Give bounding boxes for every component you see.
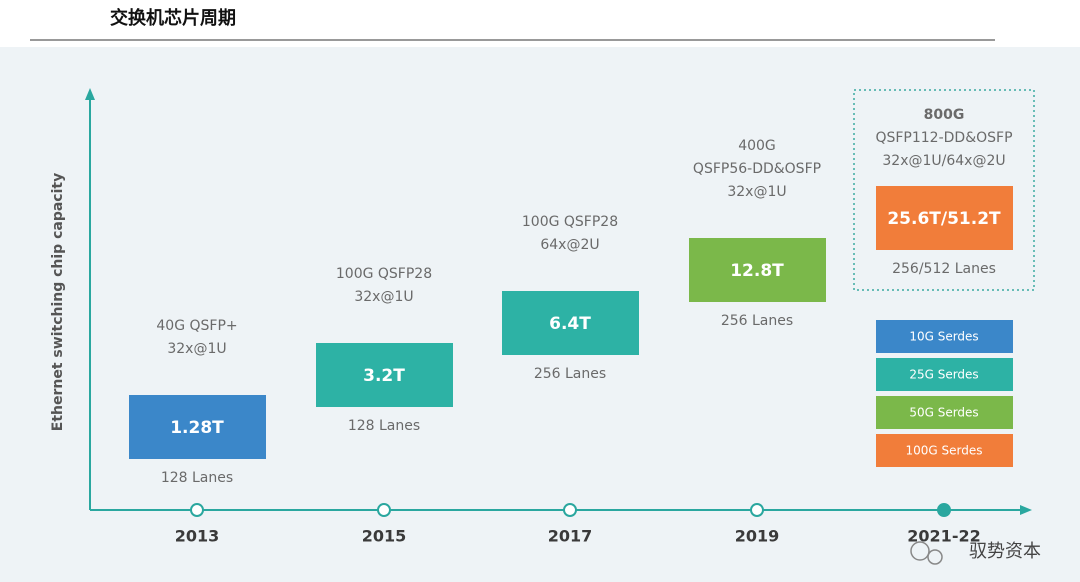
legend-label: 100G Serdes xyxy=(906,444,983,458)
module-label: 100G QSFP28 xyxy=(522,214,618,230)
legend-label: 10G Serdes xyxy=(909,330,978,344)
timeline-node xyxy=(937,503,951,517)
capacity-box xyxy=(689,238,826,302)
module-label: 32x@1U xyxy=(354,289,413,305)
timeline-node xyxy=(563,503,577,517)
watermark-text: 驭势资本 xyxy=(969,541,1041,562)
year: 2013 xyxy=(175,527,220,546)
x-arrow xyxy=(1020,505,1032,515)
header-title: 交换机芯片周期 xyxy=(110,7,236,29)
legend-label: 25G Serdes xyxy=(909,368,978,382)
year: 2015 xyxy=(362,527,407,546)
module-label: 100G QSFP28 xyxy=(336,266,432,282)
legend-box xyxy=(876,434,1013,467)
lanes: 256 Lanes xyxy=(534,366,606,382)
capacity-box xyxy=(129,395,266,459)
module-label: 64x@2U xyxy=(540,237,599,253)
capacity: 1.28T xyxy=(170,418,224,438)
watermark: 驭势资本 xyxy=(910,541,1041,565)
watermark-icon xyxy=(927,549,943,565)
timeline-node xyxy=(377,503,391,517)
lanes: 128 Lanes xyxy=(348,418,420,434)
timeline-node xyxy=(750,503,764,517)
capacity: 12.8T xyxy=(730,261,784,281)
capacity: 6.4T xyxy=(549,314,591,334)
legend-box xyxy=(876,320,1013,353)
module-label: 400G xyxy=(738,138,776,154)
year: 2021-22 xyxy=(907,527,980,546)
capacity-box xyxy=(502,291,639,355)
capacity-box xyxy=(876,186,1013,250)
y-arrow xyxy=(85,88,95,100)
legend-label: 50G Serdes xyxy=(909,406,978,420)
future-frame xyxy=(853,89,1035,291)
module-label: 32x@1U/64x@2U xyxy=(882,153,1005,169)
module-label: 32x@1U xyxy=(727,184,786,200)
timeline-node xyxy=(190,503,204,517)
capacity: 25.6T/51.2T xyxy=(887,209,1001,229)
capacity: 3.2T xyxy=(363,366,405,386)
lanes: 128 Lanes xyxy=(161,470,233,486)
year: 2019 xyxy=(735,527,780,546)
module-label: 800G xyxy=(924,107,965,123)
module-label: 40G QSFP+ xyxy=(156,318,237,334)
module-label: QSFP112-DD&OSFP xyxy=(875,130,1012,146)
legend-box xyxy=(876,358,1013,391)
module-label: QSFP56-DD&OSFP xyxy=(693,161,821,177)
legend-box xyxy=(876,396,1013,429)
y-axis-label: Ethernet switching chip capacity xyxy=(50,173,66,431)
module-label: 32x@1U xyxy=(167,341,226,357)
watermark-icon xyxy=(910,541,930,561)
capacity-box xyxy=(316,343,453,407)
year: 2017 xyxy=(548,527,593,546)
lanes: 256/512 Lanes xyxy=(892,261,996,277)
lanes: 256 Lanes xyxy=(721,313,793,329)
